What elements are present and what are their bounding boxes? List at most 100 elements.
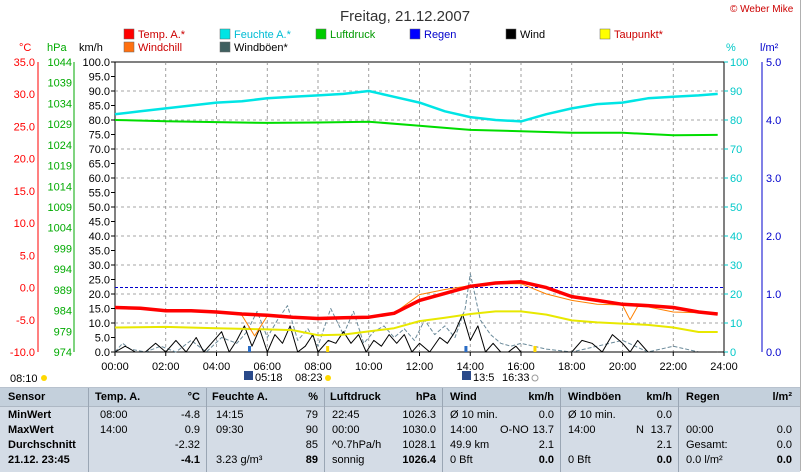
sun-icon [325,375,331,381]
moon-time: 13:5 [473,372,494,384]
pressure-unit-label: hPa [47,42,67,54]
x-tick-label: 24:00 [710,361,738,373]
header-windboeen-unit: km/h [646,391,672,403]
wind-time: 49.9 km [450,439,490,451]
x-tick-label: 12:00 [406,361,434,373]
tick-label-temp: 35.0 [14,57,35,69]
legend-label-taupunkt: Taupunkt* [614,29,664,41]
tick-label-rain: 1.0 [766,289,781,301]
x-tick-label: 08:00 [304,361,332,373]
legend-swatch-taupunkt [599,28,611,40]
tick-label-wind: 70.0 [89,144,110,156]
col-divider [88,388,89,472]
wind-time: 0 Bft [450,454,473,466]
tick-label-wind: 45.0 [89,217,110,229]
windboeen-time: Ø 10 min. [568,409,616,421]
tick-label-pressure: 1014 [48,181,72,193]
feuchte-value: 85 [305,439,318,451]
x-tick-label: 06:00 [253,361,281,373]
tick-label-wind: 25.0 [89,275,110,287]
tick-label-wind: 60.0 [89,173,110,185]
tick-label-temp: -10.0 [10,347,35,359]
legend: Temp. A.* Feuchte A.* Luftdruck Regen Wind Ta… [123,28,664,54]
windboeen-value: 0.0 [656,454,672,466]
tick-label-humidity: 80 [730,115,742,127]
regen-time: 00:00 [686,424,714,436]
header-regen: Regen [686,391,720,403]
series-line-tempa [114,280,718,321]
tick-label-wind: 95.0 [89,72,110,84]
row-label: Durchschnitt [8,439,76,451]
sunset-time: 16:33 [502,372,530,384]
legend-swatch-windboeen [219,41,231,53]
row-label: 21.12. 23:45 [8,454,70,466]
humidity-unit-label: % [726,42,736,54]
feuchte-time: 3.23 g/m³ [216,454,263,466]
feuchte-value: 79 [305,409,318,421]
right-edge-strip [800,0,810,471]
luftdruck-value: 1026.3 [402,409,436,421]
tick-label-humidity: 40 [730,231,742,243]
tick-label-rain: 3.0 [766,173,781,185]
wind-value: 0.0 [538,409,554,421]
moon-icon [244,371,253,380]
series-line-luftdruck [114,119,718,137]
header-windboeen: Windböen [568,391,622,403]
wind-value: 2.1 [538,439,554,451]
x-tick-label: 22:00 [659,361,687,373]
wind-time: 14:00 [450,424,478,436]
credit-link[interactable]: © Weber Mike [730,4,794,15]
tick-label-temp: -5.0 [16,315,35,327]
regen-value: 0.0 [776,454,792,466]
sun-icon [41,375,47,381]
series-line-feuchtea [114,89,718,123]
luftdruck-value: 1028.1 [402,439,436,451]
tick-label-humidity: 50 [730,202,742,214]
header-feuchte-unit: % [308,391,318,403]
tick-label-humidity: 30 [730,260,742,272]
regen-value: 0.0 [776,424,792,436]
tick-label-wind: 75.0 [89,130,110,142]
feuchte-time: 14:15 [216,409,244,421]
tick-label-pressure: 974 [54,347,72,359]
tick-label-temp: 5.0 [20,250,35,262]
temp-time: 08:00 [100,409,128,421]
temp-value: -4.1 [181,454,200,466]
tick-label-temp: 10.0 [14,218,35,230]
grid [115,62,724,352]
header-temp: Temp. A. [95,391,141,403]
series-line-taupunkt [114,310,718,337]
tick-label-wind: 80.0 [89,115,110,127]
tick-label-temp: 20.0 [14,154,35,166]
tick-label-wind: 0.0 [95,347,110,359]
header-temp-unit: °C [187,391,200,403]
row-label: MinWert [8,409,52,421]
header-wind: Wind [450,391,477,403]
sunrise-time: 08:10 [10,373,38,385]
tick-label-wind: 90.0 [89,86,110,98]
tick-label-pressure: 984 [54,306,72,318]
tick-label-humidity: 0 [730,347,736,359]
x-tick-label: 00:00 [101,361,129,373]
temp-unit-label: °C [19,42,31,54]
stats-header-bar [0,388,800,407]
rain-unit-label: l/m² [760,42,779,54]
luftdruck-time: 00:00 [332,424,360,436]
tick-label-rain: 5.0 [766,57,781,69]
sunrise-marker-time: 08:23 [295,372,323,384]
header-sensor: Sensor [8,391,46,403]
luftdruck-time: 22:45 [332,409,360,421]
col-divider [560,388,561,472]
temp-time: 14:00 [100,424,128,436]
y-axes: 35.0 30.0 25.0 20.0 15.0 10.0 5.0 0.0 -5.0 -10.0 1… [10,57,781,359]
x-axis: 00:00 02:00 04:00 06:00 08:00 10:00 12:00 14:00… [101,352,738,373]
tick-label-pressure: 1019 [48,161,72,173]
windboeen-value: 2.1 [656,439,672,451]
feuchte-value: 90 [305,424,318,436]
legend-label-regen: Regen [424,29,456,41]
tick-label-humidity: 70 [730,144,742,156]
luftdruck-value: 1026.4 [402,454,436,466]
stats-table: Sensor Temp. A. °C Feuchte A.% Luftdruck hPa W… [0,387,800,472]
tick-label-humidity: 10 [730,318,742,330]
windboeen-time: 14:00 [568,424,596,436]
